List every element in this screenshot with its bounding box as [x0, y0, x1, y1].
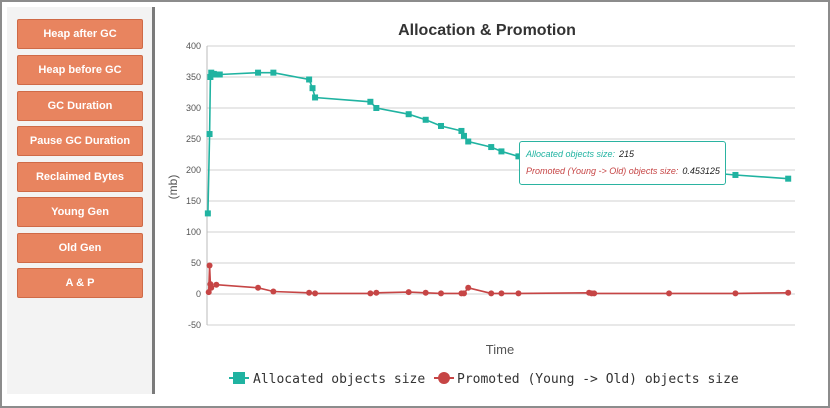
legend-promoted-label: Promoted (Young -> Old) objects size	[457, 372, 739, 387]
data-point-allocated[interactable]	[206, 131, 213, 138]
y-tick-label: 150	[186, 196, 201, 206]
data-point-promoted[interactable]	[270, 288, 277, 295]
y-tick-label: 300	[186, 103, 201, 113]
y-tick-label: -50	[188, 320, 201, 330]
data-point-promoted[interactable]	[666, 290, 673, 297]
data-point-promoted[interactable]	[732, 290, 739, 297]
data-point-promoted[interactable]	[422, 289, 429, 296]
data-point-allocated[interactable]	[312, 94, 319, 101]
y-tick-label: 0	[196, 289, 201, 299]
data-point-allocated[interactable]	[207, 74, 214, 80]
data-point-allocated[interactable]	[367, 98, 374, 105]
data-point-allocated[interactable]	[204, 210, 211, 217]
data-point-allocated[interactable]	[488, 144, 495, 151]
data-point-promoted[interactable]	[591, 290, 598, 297]
data-point-allocated[interactable]	[373, 105, 380, 111]
data-point-allocated[interactable]	[438, 122, 445, 129]
legend-item-promoted[interactable]: Promoted (Young -> Old) objects size	[434, 372, 739, 387]
data-point-allocated[interactable]	[498, 148, 505, 155]
sidebar: Heap after GC Heap before GC GC Duration…	[7, 7, 155, 394]
data-point-promoted[interactable]	[515, 290, 522, 297]
x-axis-label: Time	[486, 342, 514, 357]
tooltip-promoted-value: 0.453125	[682, 166, 720, 176]
data-point-promoted[interactable]	[208, 284, 215, 291]
gc-duration-button[interactable]: GC Duration	[17, 91, 143, 121]
data-point-promoted[interactable]	[312, 290, 319, 297]
data-point-promoted[interactable]	[465, 284, 472, 291]
data-point-promoted[interactable]	[213, 281, 220, 288]
data-point-allocated[interactable]	[732, 171, 739, 178]
data-point-promoted[interactable]	[405, 289, 412, 296]
data-tooltip: Allocated objects size: 215 Promoted (You…	[519, 141, 726, 185]
pause-gc-duration-button[interactable]: Pause GC Duration	[17, 126, 143, 156]
data-point-promoted[interactable]	[460, 290, 467, 297]
old-gen-button[interactable]: Old Gen	[17, 233, 143, 263]
data-point-allocated[interactable]	[422, 116, 429, 123]
data-point-allocated[interactable]	[255, 69, 262, 76]
data-point-allocated[interactable]	[216, 71, 223, 78]
data-point-allocated[interactable]	[460, 132, 467, 139]
data-point-promoted[interactable]	[255, 284, 262, 291]
reclaimed-bytes-button[interactable]: Reclaimed Bytes	[17, 162, 143, 192]
data-point-promoted[interactable]	[498, 290, 505, 297]
data-point-promoted[interactable]	[205, 289, 212, 296]
data-point-allocated[interactable]	[465, 138, 472, 145]
a-and-p-button[interactable]: A & P	[17, 268, 143, 298]
legend-item-allocated[interactable]: Allocated objects size	[229, 372, 425, 387]
legend-allocated-marker	[233, 372, 245, 384]
legend: Allocated objects size Promoted (Young -…	[229, 372, 739, 387]
tooltip-promoted-label: Promoted (Young -> Old) objects size:	[526, 166, 679, 176]
data-point-promoted[interactable]	[206, 262, 213, 269]
tooltip-allocated-value: 215	[619, 149, 635, 159]
y-tick-label: 100	[186, 227, 201, 237]
tooltip-allocated-label: Allocated objects size:	[526, 149, 616, 159]
y-tick-label: 200	[186, 165, 201, 175]
data-point-allocated[interactable]	[309, 85, 316, 92]
data-point-promoted[interactable]	[306, 289, 313, 296]
data-point-allocated[interactable]	[213, 71, 220, 78]
series-line-promoted	[207, 265, 789, 295]
heap-after-gc-button[interactable]: Heap after GC	[17, 19, 143, 49]
data-point-promoted[interactable]	[785, 289, 792, 296]
young-gen-button[interactable]: Young Gen	[17, 197, 143, 227]
data-point-allocated[interactable]	[515, 153, 522, 160]
y-tick-label: 250	[186, 134, 201, 144]
heap-before-gc-button[interactable]: Heap before GC	[17, 55, 143, 85]
data-point-allocated[interactable]	[270, 69, 277, 76]
data-point-allocated[interactable]	[306, 76, 313, 83]
tooltip-allocated-row: Allocated objects size: 215	[526, 146, 719, 163]
data-point-promoted[interactable]	[488, 290, 495, 297]
data-point-promoted[interactable]	[367, 290, 374, 297]
tooltip-promoted-row: Promoted (Young -> Old) objects size: 0.4…	[526, 163, 720, 180]
legend-allocated-label: Allocated objects size	[253, 372, 425, 387]
data-point-promoted[interactable]	[438, 290, 445, 297]
legend-promoted-marker	[438, 372, 450, 384]
data-point-allocated[interactable]	[458, 127, 465, 134]
data-point-promoted[interactable]	[373, 289, 380, 296]
data-point-allocated[interactable]	[405, 111, 412, 118]
data-point-allocated[interactable]	[785, 175, 792, 182]
y-tick-label: 400	[186, 41, 201, 51]
y-tick-label: 50	[191, 258, 201, 268]
y-tick-label: 350	[186, 72, 201, 82]
chart-title: Allocation & Promotion	[398, 22, 576, 39]
y-axis-label: (mb)	[166, 175, 180, 200]
